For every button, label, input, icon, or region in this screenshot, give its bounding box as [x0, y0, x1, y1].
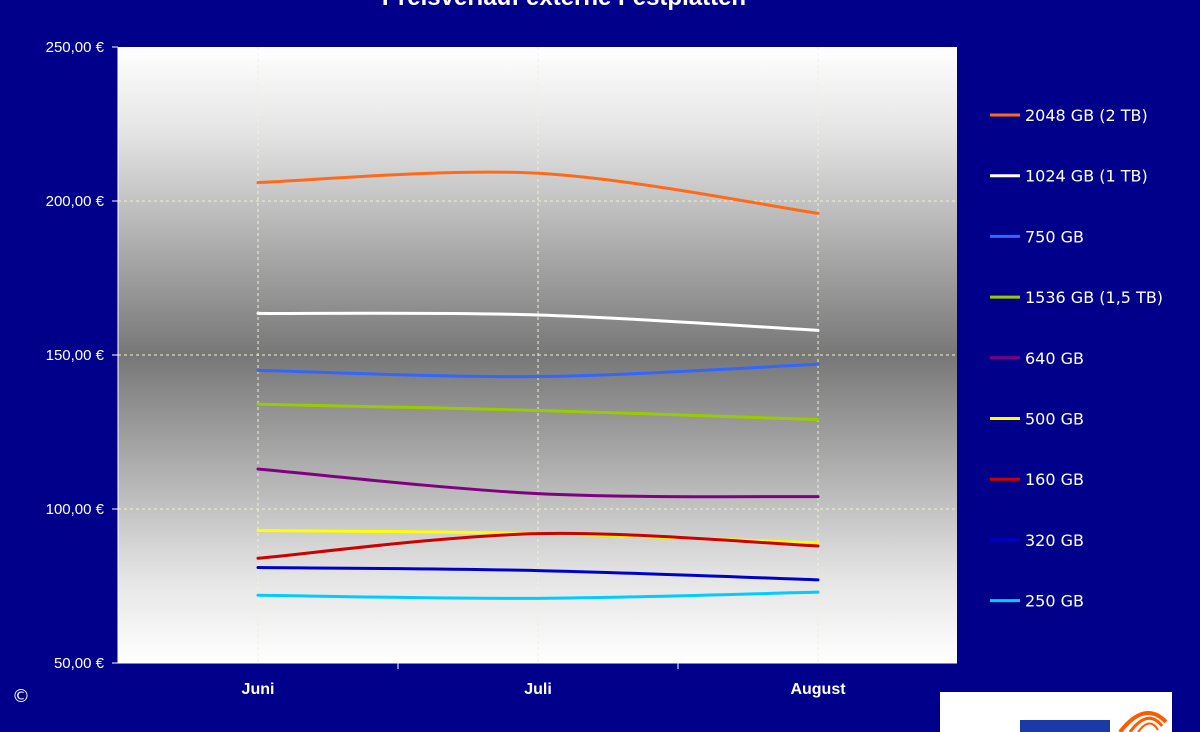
- chart-title: Preisverlauf externe Festplatten: [0, 0, 1128, 12]
- legend-label: 1024 GB (1 TB): [1025, 167, 1148, 186]
- copyright-symbol: ©: [12, 686, 30, 707]
- legend-label: 320 GB: [1025, 531, 1084, 550]
- x-tick-label: Juni: [242, 681, 275, 698]
- series-line-3: [256, 402, 820, 422]
- series-line-0: [256, 170, 820, 215]
- legend: 2048 GB (2 TB) 1024 GB (1 TB) 750 GB 1536 G…: [990, 106, 1163, 611]
- series-line-6: [256, 531, 820, 560]
- y-tick-label: 200,00 €: [46, 193, 105, 210]
- series-layer: [256, 170, 820, 600]
- brand-logo: [940, 692, 1172, 732]
- brand-logo-graphic: [1020, 711, 1168, 732]
- x-tick-label: August: [790, 681, 846, 698]
- legend-label: 750 GB: [1025, 227, 1084, 246]
- series-line-8: [256, 590, 820, 600]
- y-tick-label: 50,00 €: [54, 655, 105, 672]
- axis-layer: 50,00 € 100,00 € 150,00 € 200,00 € 250,00 € J…: [46, 39, 957, 698]
- series-line-1: [256, 311, 820, 332]
- y-tick-label: 150,00 €: [46, 347, 105, 364]
- series-line-7: [256, 566, 820, 582]
- y-tick-label: 100,00 €: [46, 501, 105, 518]
- legend-label: 250 GB: [1025, 592, 1084, 611]
- legend-label: 500 GB: [1025, 410, 1084, 429]
- series-line-2: [256, 362, 820, 379]
- grid-layer: [118, 47, 957, 663]
- series-line-4: [256, 467, 820, 499]
- legend-label: 2048 GB (2 TB): [1025, 106, 1148, 125]
- legend-label: 160 GB: [1025, 470, 1084, 489]
- legend-label: 640 GB: [1025, 349, 1084, 368]
- legend-label: 1536 GB (1,5 TB): [1025, 288, 1163, 307]
- x-tick-label: Juli: [524, 681, 552, 698]
- y-tick-label: 250,00 €: [46, 39, 105, 56]
